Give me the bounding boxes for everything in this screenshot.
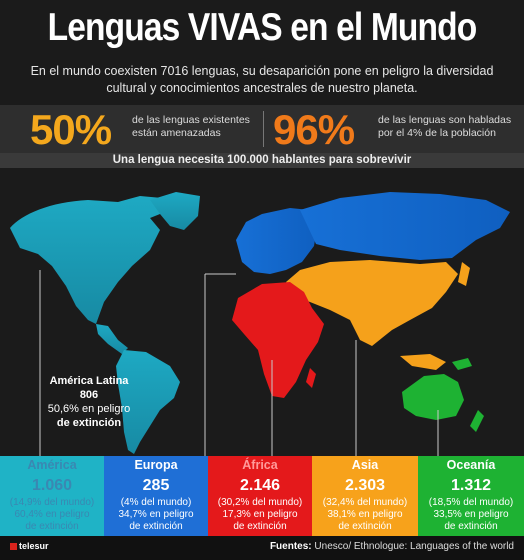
map-south-america [116, 350, 180, 454]
region-count: 2.146 [239, 477, 281, 494]
latin-america-count: 806 [79, 389, 99, 401]
region-danger: 38,1% en peligro [327, 509, 403, 520]
region-world-share: (32,4% del mundo) [322, 497, 408, 508]
map-new-zealand [470, 410, 484, 432]
region-world-share: (30,2% del mundo) [217, 497, 303, 508]
map-asia [286, 260, 458, 346]
latin-america-callout: América Latina 806 50,6% en peligro de e… [34, 374, 144, 430]
region-label: Oceanía [446, 458, 496, 472]
sources-text: Unesco/ Ethnologue: Languages of the wor… [314, 541, 514, 552]
latin-america-danger: 50,6% en peligro [47, 403, 131, 415]
region-danger: 34,7% en peligro [118, 509, 194, 520]
region-label: Europa [134, 458, 178, 472]
sources-label: Fuentes: [269, 541, 312, 552]
logo-text: telesur [19, 541, 49, 551]
region-extinction: de extinción [25, 521, 79, 532]
region-world-share: (4% del mundo) [120, 497, 192, 508]
region-extinction: de extinción [338, 521, 392, 532]
region-label: Asia [351, 458, 379, 472]
region-danger: 60,4% en peligro [14, 509, 90, 520]
region-danger: 17,3% en peligro [222, 509, 298, 520]
map-pacific-islands [452, 358, 472, 370]
region-box-oceania: Oceanía 1.312 (18,5% del mundo) 33,5% en… [418, 456, 524, 536]
region-boxes: América 1.060 (14,9% del mundo) 60,4% en… [0, 456, 524, 536]
region-box-asia: Asia 2.303 (32,4% del mundo) 38,1% en pe… [312, 456, 418, 536]
stat-spoken-value: 96% [273, 106, 355, 153]
map-se-asia [400, 354, 446, 370]
map-madagascar [306, 368, 316, 388]
region-box-america: América 1.060 (14,9% del mundo) 60,4% en… [0, 456, 104, 536]
region-count: 1.060 [31, 477, 73, 494]
world-map [10, 192, 510, 456]
subtitle: En el mundo coexisten 7016 lenguas, su d… [30, 64, 494, 95]
stat-threatened-text: de las lenguas existentes están amenazad… [132, 114, 250, 139]
map-central-america [96, 324, 128, 354]
stats-divider [263, 111, 264, 147]
region-extinction: de extinción [444, 521, 498, 532]
region-extinction: de extinción [129, 521, 183, 532]
region-count: 2.303 [344, 477, 386, 494]
stats-bar [0, 105, 524, 153]
region-danger: 33,5% en peligro [433, 509, 509, 520]
map-africa [232, 282, 324, 398]
survival-banner: Una lengua necesita 100.000 hablantes pa… [0, 153, 524, 168]
telesur-logo: telesur [10, 541, 49, 551]
latin-america-extinction: de extinción [56, 417, 122, 429]
map-japan [458, 262, 470, 286]
logo-mark-icon [10, 543, 17, 551]
stat-threatened-value: 50% [30, 106, 112, 153]
region-label: América [27, 458, 77, 472]
region-world-share: (14,9% del mundo) [9, 497, 95, 508]
sources: Fuentes: Unesco/ Ethnologue: Languages o… [270, 541, 514, 552]
latin-america-name: América Latina [49, 375, 129, 387]
footer-bar [0, 536, 524, 560]
page-title: Lenguas VIVAS en el Mundo [47, 6, 478, 49]
map-europe [236, 208, 318, 274]
stat-spoken-text: de las lenguas son habladas por el 4% de… [378, 114, 512, 139]
region-box-europe: Europa 285 (4% del mundo) 34,7% en pelig… [104, 456, 208, 536]
region-label: África [242, 458, 278, 472]
region-count: 1.312 [450, 477, 492, 494]
map-north-america [10, 196, 170, 324]
region-extinction: de extinción [233, 521, 287, 532]
map-australia [402, 374, 464, 420]
region-count: 285 [142, 477, 170, 494]
map-asia-north [300, 192, 510, 260]
region-world-share: (18,5% del mundo) [428, 497, 514, 508]
map-greenland [150, 192, 200, 230]
region-box-africa: África 2.146 (30,2% del mundo) 17,3% en … [208, 456, 312, 536]
